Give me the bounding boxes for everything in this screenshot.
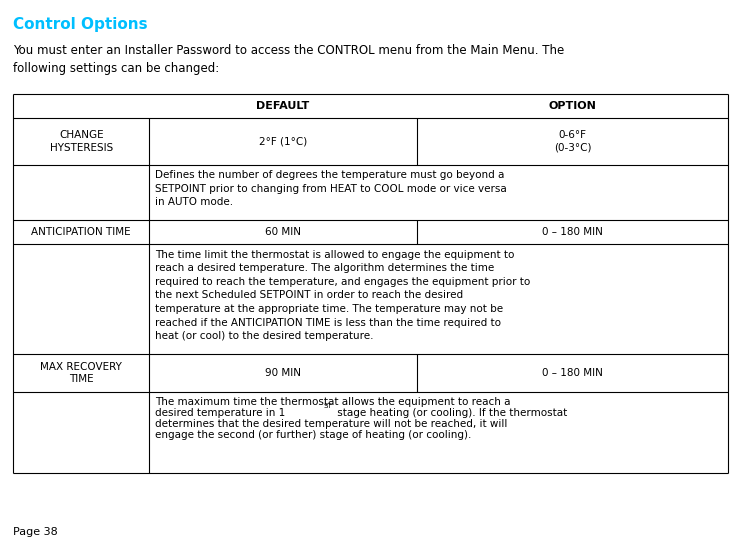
Text: 60 MIN: 60 MIN [265,227,301,237]
Text: Defines the number of degrees the temperature must go beyond a
SETPOINT prior to: Defines the number of degrees the temper… [155,170,507,208]
Text: MAX RECOVERY
TIME: MAX RECOVERY TIME [40,361,122,385]
Text: ST: ST [323,403,332,409]
Text: 0 – 180 MIN: 0 – 180 MIN [542,227,603,237]
Text: You must enter an Installer Password to access the CONTROL menu from the Main Me: You must enter an Installer Password to … [13,44,565,75]
Text: DEFAULT: DEFAULT [256,101,310,111]
Text: 90 MIN: 90 MIN [265,368,301,378]
Text: ST: ST [323,408,332,414]
Text: The maximum time the thermostat allows the equipment to reach a: The maximum time the thermostat allows t… [155,397,511,407]
Text: 0 – 180 MIN: 0 – 180 MIN [542,368,603,378]
Text: stage heating (or cooling). If the thermostat: stage heating (or cooling). If the therm… [334,408,568,418]
Text: The time limit the thermostat is allowed to engage the equipment to
reach a desi: The time limit the thermostat is allowed… [155,250,531,341]
Text: 0-6°F
(0-3°C): 0-6°F (0-3°C) [554,130,591,153]
Text: Page 38: Page 38 [13,527,58,537]
Text: desired temperature in 1: desired temperature in 1 [155,408,285,418]
Text: OPTION: OPTION [548,101,596,111]
Text: ANTICIPATION TIME: ANTICIPATION TIME [31,227,131,237]
Text: CHANGE
HYSTERESIS: CHANGE HYSTERESIS [50,130,113,153]
Text: determines that the desired temperature will not be reached, it will: determines that the desired temperature … [155,419,508,429]
Text: 2°F (1°C): 2°F (1°C) [259,136,307,147]
Text: Control Options: Control Options [13,17,148,31]
Text: engage the second (or further) stage of heating (or cooling).: engage the second (or further) stage of … [155,430,471,440]
